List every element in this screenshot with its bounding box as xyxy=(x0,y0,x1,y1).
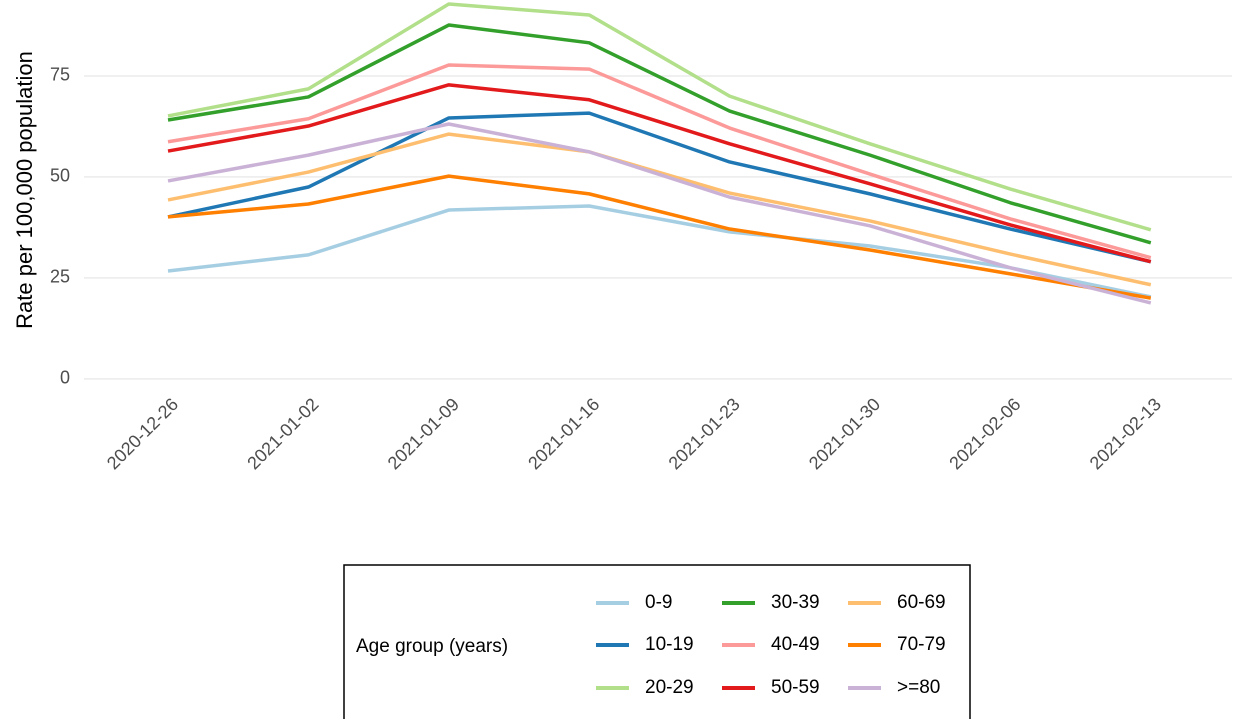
legend-label: 40-49 xyxy=(771,634,820,655)
series-line xyxy=(167,63,1152,260)
legend-label: 70-79 xyxy=(897,634,946,655)
x-tick-label: 2021-01-23 xyxy=(665,394,744,473)
x-tick-label: 2021-01-30 xyxy=(805,394,884,473)
legend-label: 10-19 xyxy=(645,634,694,655)
x-tick-label: 2021-01-02 xyxy=(243,394,322,473)
y-tick-label: 25 xyxy=(50,267,70,287)
series-line xyxy=(167,174,1152,300)
series-line xyxy=(167,204,1152,299)
legend-label: 30-39 xyxy=(771,592,820,613)
y-tick-label: 50 xyxy=(50,166,70,186)
series-line xyxy=(167,2,1152,232)
legend-label: 60-69 xyxy=(897,592,946,613)
series-line xyxy=(167,132,1152,287)
x-tick-label: 2020-12-26 xyxy=(103,394,182,473)
x-tick-label: 2021-02-06 xyxy=(945,394,1024,473)
x-tick-label: 2021-01-09 xyxy=(384,394,463,473)
series-line xyxy=(167,23,1152,245)
x-tick-label: 2021-01-16 xyxy=(524,394,603,473)
legend-title: Age group (years) xyxy=(356,636,508,657)
y-tick-label: 75 xyxy=(50,65,70,85)
legend-label: >=80 xyxy=(897,677,940,698)
legend-label: 20-29 xyxy=(645,677,694,698)
series-line xyxy=(167,83,1152,264)
y-axis-title: Rate per 100,000 population xyxy=(12,51,37,329)
series-line xyxy=(167,111,1152,264)
legend-label: 0-9 xyxy=(645,592,672,613)
series-line xyxy=(167,122,1152,305)
y-tick-label: 0 xyxy=(60,368,70,388)
legend-box xyxy=(343,564,971,719)
x-tick-label: 2021-02-13 xyxy=(1086,394,1165,473)
legend-label: 50-59 xyxy=(771,677,820,698)
